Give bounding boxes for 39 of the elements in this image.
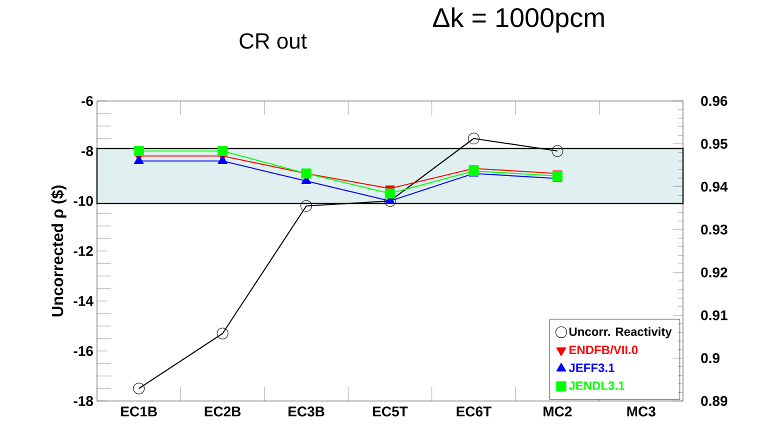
text: Δk = 1000pcm [433, 7, 604, 33]
y2-tick-label: 0.91 [701, 310, 728, 320]
legend-label: ENDFB/VII.0 [570, 345, 638, 354]
x-tick-label: EC3B [288, 406, 324, 416]
y-tick-label: -18 [74, 396, 94, 406]
x-tick-label: MC2 [544, 406, 572, 416]
y-tick-label: -10 [74, 196, 93, 206]
y-tick-label: -16 [74, 346, 93, 356]
y2-tick-label: 0.96 [701, 96, 728, 106]
point [133, 382, 145, 394]
legend-label: Uncorr. Reactivity [569, 327, 672, 338]
y-tick-label: -14 [74, 296, 94, 306]
point [134, 155, 144, 164]
legend-label: JENDL3.1 [568, 381, 624, 390]
point [468, 132, 480, 144]
y-tick-label: -8 [82, 146, 94, 156]
y2-tick-label: 0.9 [701, 353, 720, 364]
chart-title: CR out [240, 33, 307, 49]
y-axis-title: Uncorrected ρ ($) [51, 186, 66, 316]
y2-tick-label: 0.93 [701, 224, 728, 235]
y2-tick-label: 0.92 [701, 267, 728, 278]
point [134, 146, 144, 156]
x-tick-label: MC3 [627, 406, 656, 416]
y2-tick-label: 0.89 [701, 396, 728, 406]
point [384, 188, 396, 199]
x-tick-label: EC2B [204, 406, 241, 416]
x-tick-label: EC6T [456, 406, 492, 416]
point [300, 200, 312, 212]
point [218, 155, 228, 164]
y2-tick-label: 0.94 [701, 182, 728, 192]
y-tick-label: -6 [82, 96, 93, 106]
y-tick-label: -12 [74, 246, 93, 256]
x-tick-label: EC1B [121, 406, 157, 416]
point [552, 145, 564, 157]
point [216, 328, 228, 340]
y2-tick-label: 0.95 [701, 138, 728, 149]
x-tick-label: EC5T [373, 406, 408, 416]
point [218, 146, 228, 156]
legend-label: JEFF3.1 [568, 364, 614, 372]
